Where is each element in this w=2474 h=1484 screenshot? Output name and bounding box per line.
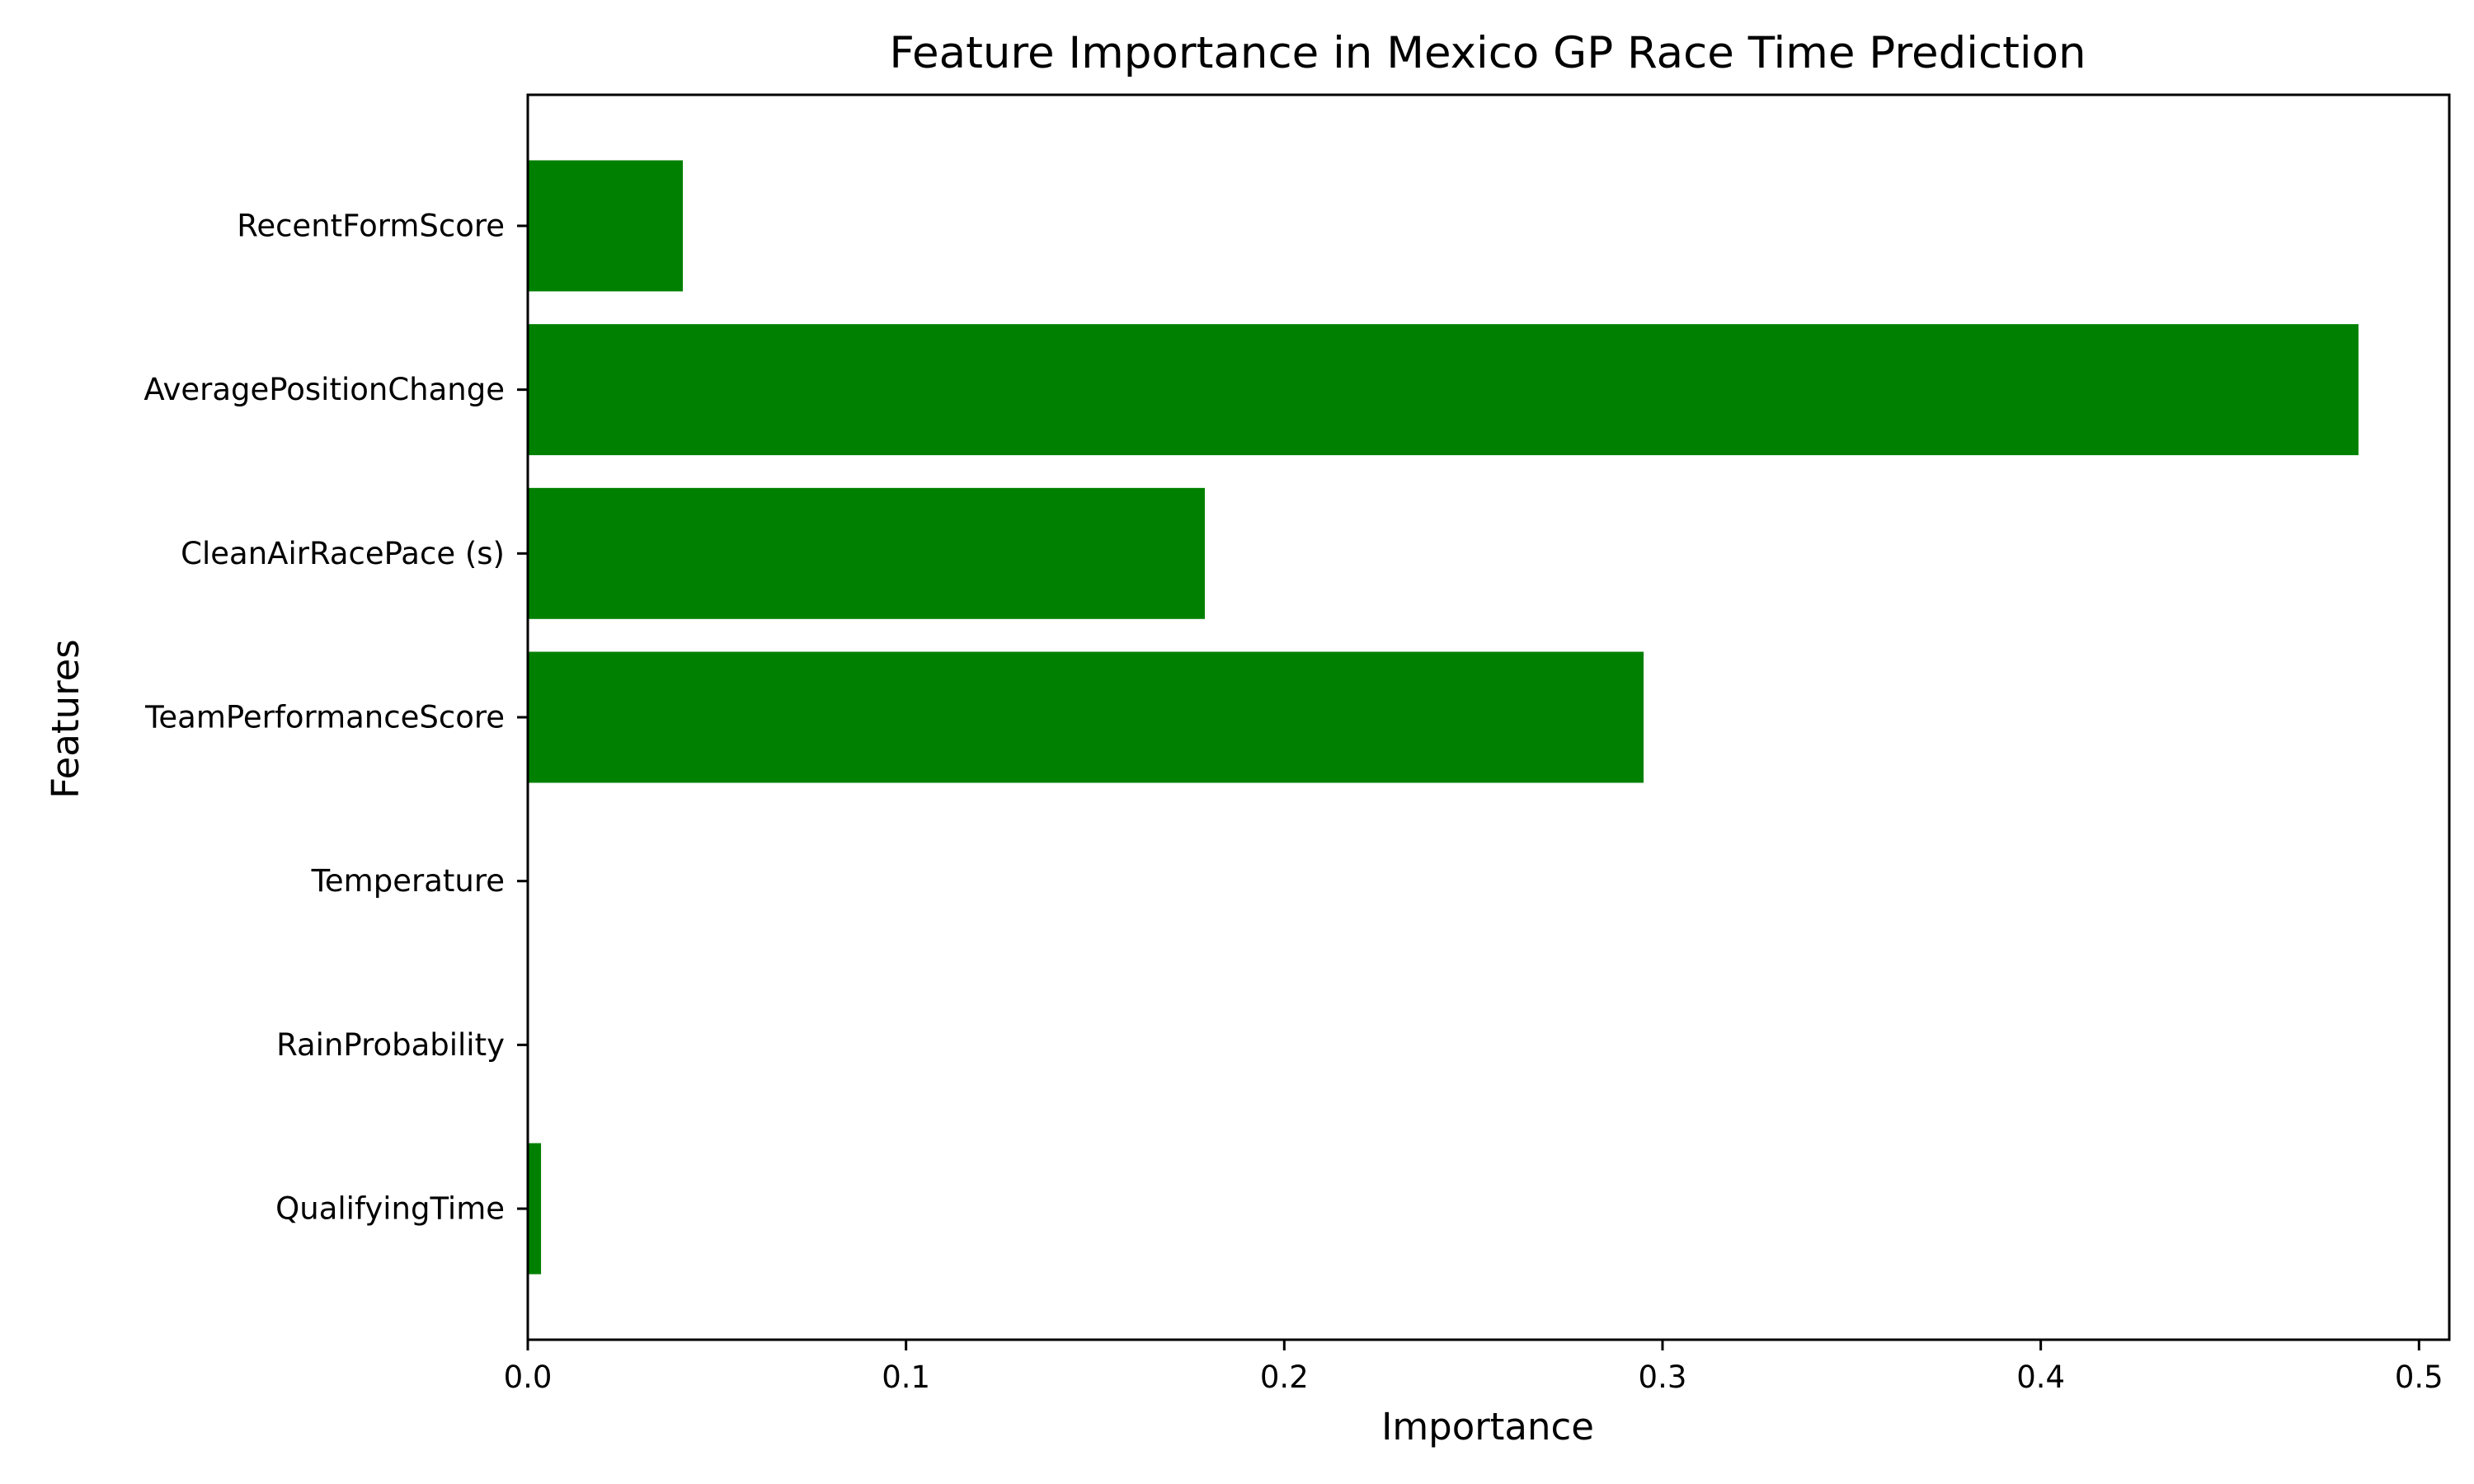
y-tick-label: RecentFormScore: [237, 208, 505, 243]
y-tick-label: AveragePositionChange: [143, 372, 505, 407]
y-tick-label: CleanAirRacePace (s): [181, 536, 505, 571]
y-tick-label: TeamPerformanceScore: [144, 700, 505, 735]
bar-recentformscore: [528, 160, 684, 292]
plot-frame: [526, 93, 2451, 1341]
x-axis-label: Importance: [1381, 1405, 1594, 1449]
x-tick-label: 0.1: [882, 1360, 930, 1395]
bar-teamperformancescore: [528, 651, 1644, 783]
x-tick-label: 0.3: [1639, 1360, 1687, 1395]
y-tick-label: QualifyingTime: [275, 1191, 505, 1227]
x-tick-label: 0.2: [1260, 1360, 1309, 1395]
x-ticks-layer: 0.0 0.1 0.2 0.3 0.4 0.5: [504, 1340, 2443, 1395]
y-tick-label: Temperature: [311, 863, 505, 899]
x-tick-label: 0.5: [2395, 1360, 2443, 1395]
y-tick-label: RainProbability: [276, 1027, 505, 1063]
bars-layer: [528, 160, 2359, 1275]
y-axis-label: Features: [44, 639, 87, 799]
x-tick-label: 0.0: [504, 1360, 553, 1395]
chart-title: Feature Importance in Mexico GP Race Tim…: [889, 28, 2086, 78]
bar-qualifyingtime: [528, 1143, 542, 1275]
bar-cleanairracepace-s: [528, 487, 1206, 619]
bar-averagepositionchange: [528, 324, 2359, 456]
x-tick-label: 0.4: [2016, 1360, 2065, 1395]
y-ticks-layer: QualifyingTime RainProbability Temperature…: [143, 208, 528, 1227]
